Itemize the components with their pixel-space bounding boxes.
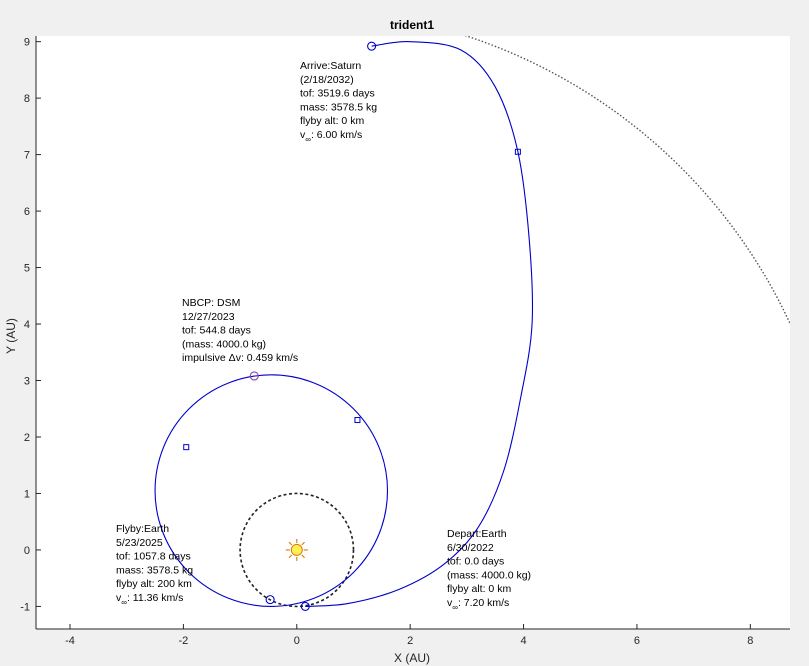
annotation-3-line-0: Arrive:Saturn xyxy=(300,60,361,72)
sun-ray xyxy=(301,554,305,559)
vinf-value: : 6.00 km/s xyxy=(311,129,362,141)
y-tick-label: 3 xyxy=(24,376,30,388)
annotation-1-line-0: NBCP: DSM xyxy=(182,297,240,309)
x-tick-label: 8 xyxy=(747,635,753,647)
sun-ray xyxy=(301,541,305,546)
y-tick-label: 2 xyxy=(24,432,30,444)
axes: -4 -2 0 2 4 6 8 -1 0 1 2 3 4 5 6 7 8 9 xyxy=(20,36,790,647)
y-tick-label: -1 xyxy=(20,601,30,613)
annotation-1-line-1: 12/27/2023 xyxy=(182,311,235,323)
vinf-value: : 7.20 km/s xyxy=(458,597,509,609)
trajectory-leg-earth-saturn xyxy=(305,41,534,607)
annotation-2-vinf: v∞: 11.36 km/s xyxy=(116,592,183,607)
annotation-2-line-1: 5/23/2025 xyxy=(116,537,163,549)
x-tick-label: 0 xyxy=(294,635,300,647)
y-tick-label: 8 xyxy=(24,93,30,105)
annotation-3-vinf: v∞: 6.00 km/s xyxy=(300,129,362,144)
annotation-1-line-4: impulsive Δv: 0.459 km/s xyxy=(182,352,298,364)
annotation-1-line-2: tof: 544.8 days xyxy=(182,325,251,337)
vinf-subscript: ∞ xyxy=(121,598,127,607)
annotation-0-line-3: (mass: 4000.0 kg) xyxy=(447,569,531,581)
x-tick-label: -4 xyxy=(65,635,75,647)
event-marker-1 xyxy=(249,371,259,381)
annotation-3-line-4: flyby alt: 0 km xyxy=(300,115,364,127)
y-tick-label: 1 xyxy=(24,488,30,500)
sun-disc xyxy=(290,543,303,556)
x-tick-label: 2 xyxy=(407,635,413,647)
y-tick-label: 6 xyxy=(24,206,30,218)
annotation-2-line-2: tof: 1057.8 days xyxy=(116,551,191,563)
annotation-2-line-3: mass: 3578.5 kg xyxy=(116,564,193,576)
annotation-2-line-4: flyby alt: 200 km xyxy=(116,578,192,590)
annotation-0-line-0: Depart:Earth xyxy=(447,528,507,540)
sun-icon xyxy=(285,538,308,561)
sun-ray xyxy=(288,541,293,546)
annotation-3-line-3: mass: 3578.5 kg xyxy=(300,101,377,113)
vinf-subscript: ∞ xyxy=(452,603,458,612)
chart-title: trident1 xyxy=(390,18,434,32)
annotation-2-line-0: Flyby:Earth xyxy=(116,523,169,535)
event-marker-3 xyxy=(367,41,377,51)
segment-marker-0 xyxy=(183,444,190,451)
annotation-0-vinf: v∞: 7.20 km/s xyxy=(447,597,509,612)
event-marker-2 xyxy=(265,595,275,605)
annotation-3-line-2: tof: 3519.6 days xyxy=(300,88,375,100)
annotation-0-line-2: tof: 0.0 days xyxy=(447,556,504,568)
vinf-symbol: v xyxy=(300,129,306,141)
x-tick-label: 6 xyxy=(634,635,640,647)
segment-marker-1 xyxy=(354,417,361,424)
vinf-subscript: ∞ xyxy=(305,135,311,144)
vinf-value: : 11.36 km/s xyxy=(127,592,183,604)
y-tick-label: 7 xyxy=(24,150,30,162)
annotation-1-line-3: (mass: 4000.0 kg) xyxy=(182,338,266,350)
sun-ray xyxy=(288,554,293,559)
trajectory-leg-earth-earth xyxy=(154,374,389,607)
annotation-3-line-1: (2/18/2032) xyxy=(300,74,354,86)
plot-content xyxy=(154,36,790,611)
y-tick-label: 0 xyxy=(24,545,30,557)
segment-marker-2 xyxy=(514,148,521,155)
x-axis-label: X (AU) xyxy=(394,651,430,665)
x-tick-label: 4 xyxy=(520,635,526,647)
earth-orbit xyxy=(239,492,355,608)
y-tick-label: 9 xyxy=(24,37,30,49)
annotation-0-line-4: flyby alt: 0 km xyxy=(447,583,511,595)
annotation-0-line-1: 6/30/2022 xyxy=(447,542,494,554)
y-tick-label: 5 xyxy=(24,263,30,275)
vinf-symbol: v xyxy=(447,597,453,609)
x-tick-label: -2 xyxy=(179,635,189,647)
y-tick-label: 4 xyxy=(24,319,30,331)
vinf-symbol: v xyxy=(116,592,122,604)
event-marker-0 xyxy=(300,601,310,611)
y-axis-label: Y (AU) xyxy=(4,318,18,354)
